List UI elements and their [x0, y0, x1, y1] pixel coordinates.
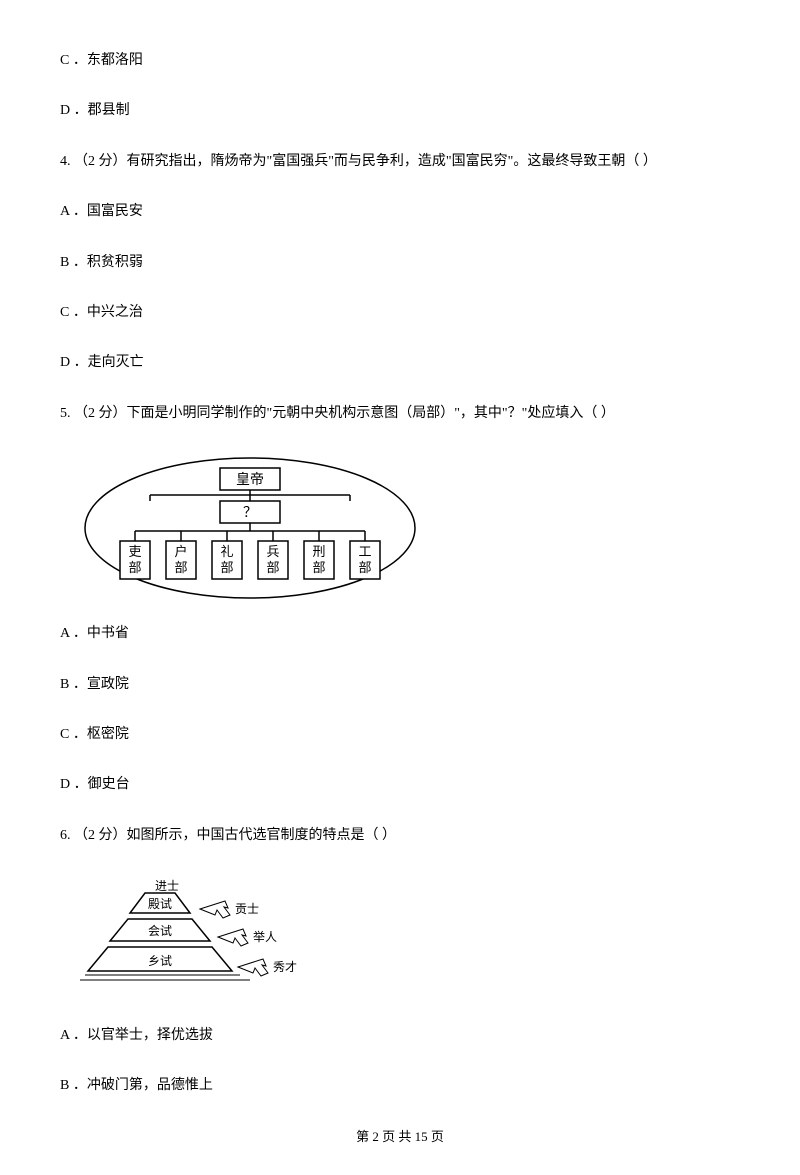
d1-mid: ？ — [243, 506, 257, 521]
q5-diagram: 皇帝 ？ 吏部 — [80, 453, 420, 603]
d1-leaves: 吏部 户部 礼部 兵部 — [120, 531, 380, 579]
q6-diagram: 进士 殿试 会试 乡试 贡士 举人 秀才 — [80, 875, 310, 1005]
q4-stem: 4. （2 分）有研究指出，隋炀帝为"富国强兵"而与民争利，造成"国富民穷"。这… — [60, 151, 740, 173]
q4-option-c: C ．中兴之治 — [60, 302, 740, 324]
q5-stem: 5. （2 分）下面是小明同学制作的"元朝中央机构示意图（局部）"，其中"？"处… — [60, 403, 740, 425]
d2-l2: 会试 — [148, 923, 172, 938]
d1-leaf-4: 刑部 — [312, 544, 325, 575]
d2-l1: 殿试 — [148, 896, 172, 911]
d2-a2: 秀才 — [273, 960, 297, 974]
q3-option-c: C ．东都洛阳 — [60, 50, 740, 72]
d2-l0: 进士 — [155, 879, 179, 893]
d1-leaf-2: 礼部 — [220, 544, 233, 575]
d1-leaf-1: 户部 — [174, 544, 187, 575]
d1-leaf-5: 工部 — [358, 544, 371, 575]
d1-leaf-3: 兵部 — [266, 544, 279, 575]
d2-a1: 举人 — [253, 930, 277, 944]
d2-a0: 贡士 — [235, 902, 259, 916]
q5-option-c: C ．枢密院 — [60, 724, 740, 746]
d1-leaf-0: 吏部 — [128, 544, 141, 575]
q6-option-b: B ．冲破门第，品德惟上 — [60, 1075, 740, 1097]
d2-l3: 乡试 — [148, 953, 172, 968]
q4-option-d: D ．走向灭亡 — [60, 352, 740, 374]
q6-stem: 6. （2 分）如图所示，中国古代选官制度的特点是（ ） — [60, 825, 740, 847]
q5-option-b: B ．宣政院 — [60, 674, 740, 696]
q6-option-a: A ．以官举士，择优选拔 — [60, 1025, 740, 1047]
d1-top: 皇帝 — [236, 472, 264, 488]
q5-option-a: A ．中书省 — [60, 623, 740, 645]
page-footer: 第 2 页 共 15 页 — [60, 1126, 740, 1145]
q3-option-d: D ．郡县制 — [60, 100, 740, 122]
q4-option-b: B ．积贫积弱 — [60, 252, 740, 274]
page-root: C ．东都洛阳 D ．郡县制 4. （2 分）有研究指出，隋炀帝为"富国强兵"而… — [0, 0, 800, 1175]
q5-option-d: D ．御史台 — [60, 774, 740, 796]
q4-option-a: A ．国富民安 — [60, 201, 740, 223]
